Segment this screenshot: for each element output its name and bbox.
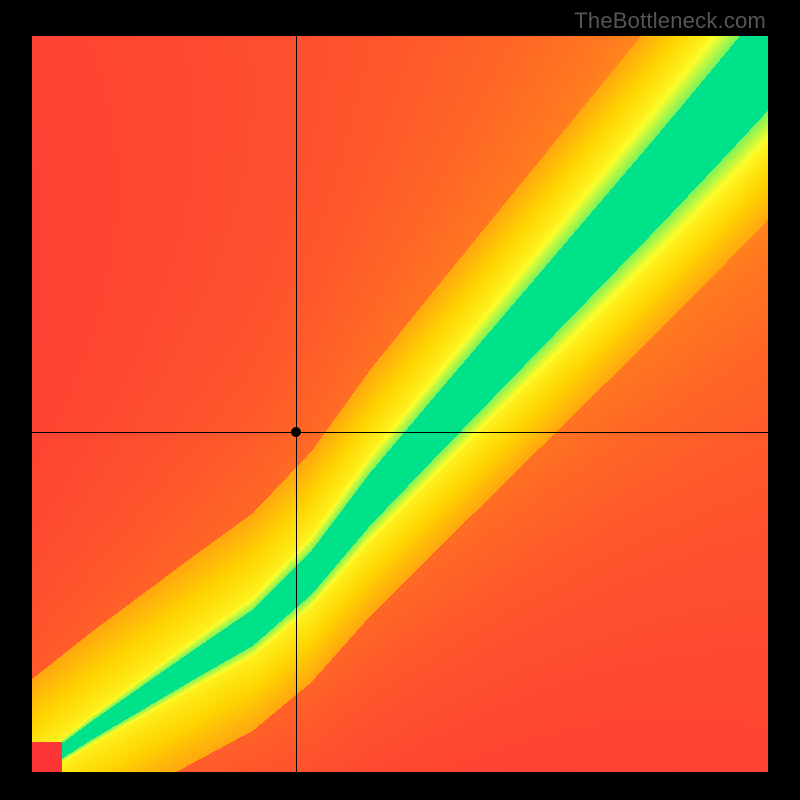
watermark: TheBottleneck.com [574,8,766,34]
data-point-marker [291,427,301,437]
plot-area [32,36,768,772]
heatmap-canvas [32,36,768,772]
crosshair-vertical [296,36,297,772]
crosshair-horizontal [32,432,768,433]
